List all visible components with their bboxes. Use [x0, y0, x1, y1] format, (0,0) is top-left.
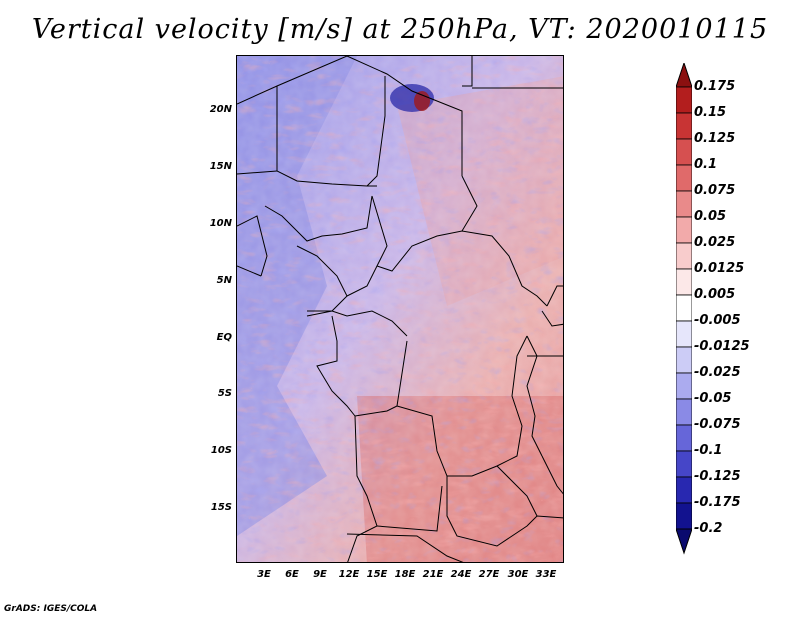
colorbar-cell	[676, 294, 692, 322]
lon-label: 12E	[338, 569, 360, 580]
colorbar-label: 0.005	[694, 287, 736, 302]
colorbar-cell	[676, 86, 692, 114]
colorbar-label: -0.175	[694, 495, 741, 510]
colorbar-cell	[676, 450, 692, 478]
colorbar-cell	[676, 372, 692, 400]
colorbar-cell	[676, 190, 692, 218]
colorbar-cell	[676, 216, 692, 244]
colorbar-label: 0.0125	[694, 261, 745, 276]
colorbar-label: 0.15	[694, 105, 727, 120]
colorbar-label: 0.125	[694, 131, 736, 146]
colorbar-cell	[676, 424, 692, 452]
colorbar-label: -0.1	[694, 443, 723, 458]
colorbar-cell	[676, 112, 692, 140]
colorbar-label: 0.175	[694, 79, 736, 94]
borders	[237, 56, 563, 562]
lon-label: 33E	[535, 569, 557, 580]
lon-label: 6E	[285, 569, 299, 580]
colorbar-cap-top	[676, 63, 692, 88]
velocity-field	[237, 56, 563, 562]
lat-label: 5N	[216, 275, 232, 286]
colorbar-cell	[676, 346, 692, 374]
lon-label: 21E	[422, 569, 444, 580]
colorbar-label: -0.125	[694, 469, 741, 484]
lat-label: 15N	[209, 161, 232, 172]
map-title: Vertical velocity [m/s] at 250hPa, VT: 2…	[31, 14, 769, 45]
colorbar-label: -0.05	[694, 391, 732, 406]
colorbar-cell	[676, 242, 692, 270]
colorbar-label: 0.05	[694, 209, 727, 224]
lon-label: 18E	[394, 569, 416, 580]
colorbar-label: 0.025	[694, 235, 736, 250]
lat-label: 5S	[217, 388, 232, 399]
lat-label: 10N	[209, 218, 232, 229]
colorbar-label: -0.075	[694, 417, 741, 432]
lat-label: 15S	[210, 502, 232, 513]
colorbar-cell	[676, 268, 692, 296]
colorbar-label: 0.1	[694, 157, 718, 172]
colorbar-label: 0.075	[694, 183, 736, 198]
lon-label: 3E	[257, 569, 271, 580]
lon-label: 9E	[313, 569, 327, 580]
colorbar-label: -0.025	[694, 365, 741, 380]
colorbar-cap-bottom	[676, 528, 692, 555]
colorbar-label: -0.005	[694, 313, 741, 328]
colorbar-cell	[676, 398, 692, 426]
lat-label: EQ	[216, 332, 232, 343]
lat-label: 10S	[210, 445, 232, 456]
colorbar-cell	[676, 138, 692, 166]
colorbar-label: -0.2	[694, 521, 723, 536]
colorbar-cell	[676, 320, 692, 348]
colorbar-cell	[676, 476, 692, 504]
lon-label: 15E	[366, 569, 388, 580]
colorbar	[676, 63, 692, 555]
lon-label: 30E	[507, 569, 529, 580]
lon-label: 24E	[450, 569, 472, 580]
lon-label: 27E	[478, 569, 500, 580]
grads-credit: GrADS: IGES/COLA	[4, 604, 98, 614]
colorbar-cell	[676, 502, 692, 530]
colorbar-cell	[676, 164, 692, 192]
velocity-map	[236, 55, 564, 563]
colorbar-label: -0.0125	[694, 339, 750, 354]
lat-label: 20N	[209, 104, 232, 115]
